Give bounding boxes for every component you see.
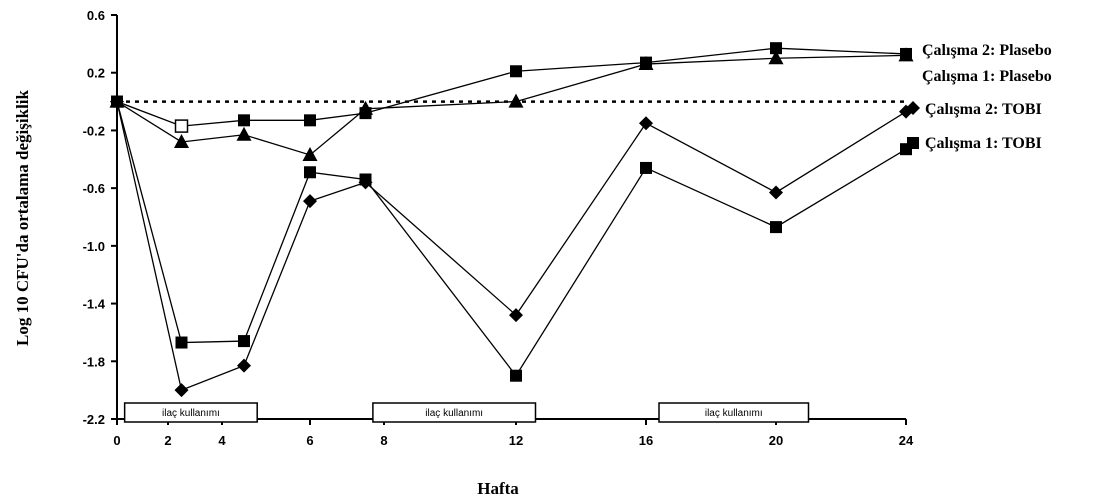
y-tick-label: -1.4 (83, 297, 106, 312)
drug-period-annotations: ilaç kullanımı ilaç kullanımı ilaç kullanı… (123, 402, 810, 423)
data-point (174, 133, 189, 148)
drug-period-box: ilaç kullanımı (123, 402, 258, 423)
x-tick-label: 24 (899, 433, 914, 448)
data-point (509, 308, 523, 323)
data-point (510, 65, 522, 78)
y-tick-label: -1.8 (83, 354, 105, 369)
data-point (898, 47, 914, 62)
chart-axes: 0.60.2-0.2-0.6-1.0-1.4-1.8-2.20 2 4 6 8 12 16 2… (83, 8, 914, 448)
data-point (508, 93, 524, 108)
y-tick-label: -1.0 (83, 239, 105, 254)
x-tick-label: 4 (218, 433, 226, 448)
data-point (770, 42, 782, 55)
data-point (174, 383, 189, 398)
data-point (237, 358, 251, 373)
drug-period-label: ilaç kullanımı (425, 408, 483, 419)
series-line (116, 47, 907, 127)
drug-period-label: ilaç kullanımı (162, 408, 220, 419)
data-point (304, 166, 316, 179)
drug-period-label: ilaç kullanımı (705, 408, 763, 419)
y-tick-label: -0.6 (83, 181, 105, 196)
y-tick-label: 0.6 (87, 8, 105, 23)
data-point (111, 95, 123, 108)
data-point (175, 336, 188, 349)
data-point (768, 50, 784, 65)
data-point (174, 119, 189, 133)
x-tick-label: 0 (113, 433, 120, 448)
y-tick-label: -0.2 (83, 123, 105, 138)
x-tick-label: 8 (380, 433, 387, 448)
legend-marker (907, 137, 919, 149)
data-point (303, 194, 317, 209)
series-labels: Çalışma 2: Plasebo Çalışma 1: Plasebo Çalı… (906, 42, 1052, 152)
data-point (238, 335, 250, 348)
data-point (358, 100, 373, 115)
y-tick-label: -2.2 (83, 412, 105, 427)
series-label: Çalışma 2: Plasebo (922, 42, 1052, 59)
x-tick-label: 12 (509, 433, 523, 448)
data-point (359, 173, 372, 186)
x-tick-label: 6 (306, 433, 313, 448)
series-label: Çalışma 2: TOBI (925, 101, 1042, 118)
legend-marker (906, 101, 920, 115)
drug-period-box: ilaç kullanımı (372, 402, 537, 423)
data-point (769, 185, 783, 200)
data-point (236, 126, 252, 141)
data-point (640, 161, 652, 174)
x-tick-label: 20 (769, 433, 783, 448)
series-markers (109, 42, 914, 398)
data-point (639, 116, 653, 131)
x-tick-label: 2 (164, 433, 171, 448)
y-tick-label: 0.2 (87, 66, 105, 81)
data-point (510, 369, 522, 382)
data-point (770, 221, 782, 234)
data-point (304, 114, 316, 127)
data-point (638, 56, 654, 71)
x-axis-title: Hafta (477, 479, 519, 498)
drug-period-box: ilaç kullanımı (658, 402, 810, 423)
data-point (302, 146, 318, 161)
series-line (116, 101, 907, 392)
x-tick-label: 16 (639, 433, 653, 448)
series-line (116, 101, 907, 377)
y-axis-title: Log 10 CFU'da ortalama değişiklik (13, 89, 32, 346)
series-lines (116, 47, 907, 392)
data-point (238, 114, 250, 127)
series-label: Çalışma 1: Plasebo (922, 68, 1052, 85)
series-label: Çalışma 1: TOBI (925, 135, 1042, 152)
